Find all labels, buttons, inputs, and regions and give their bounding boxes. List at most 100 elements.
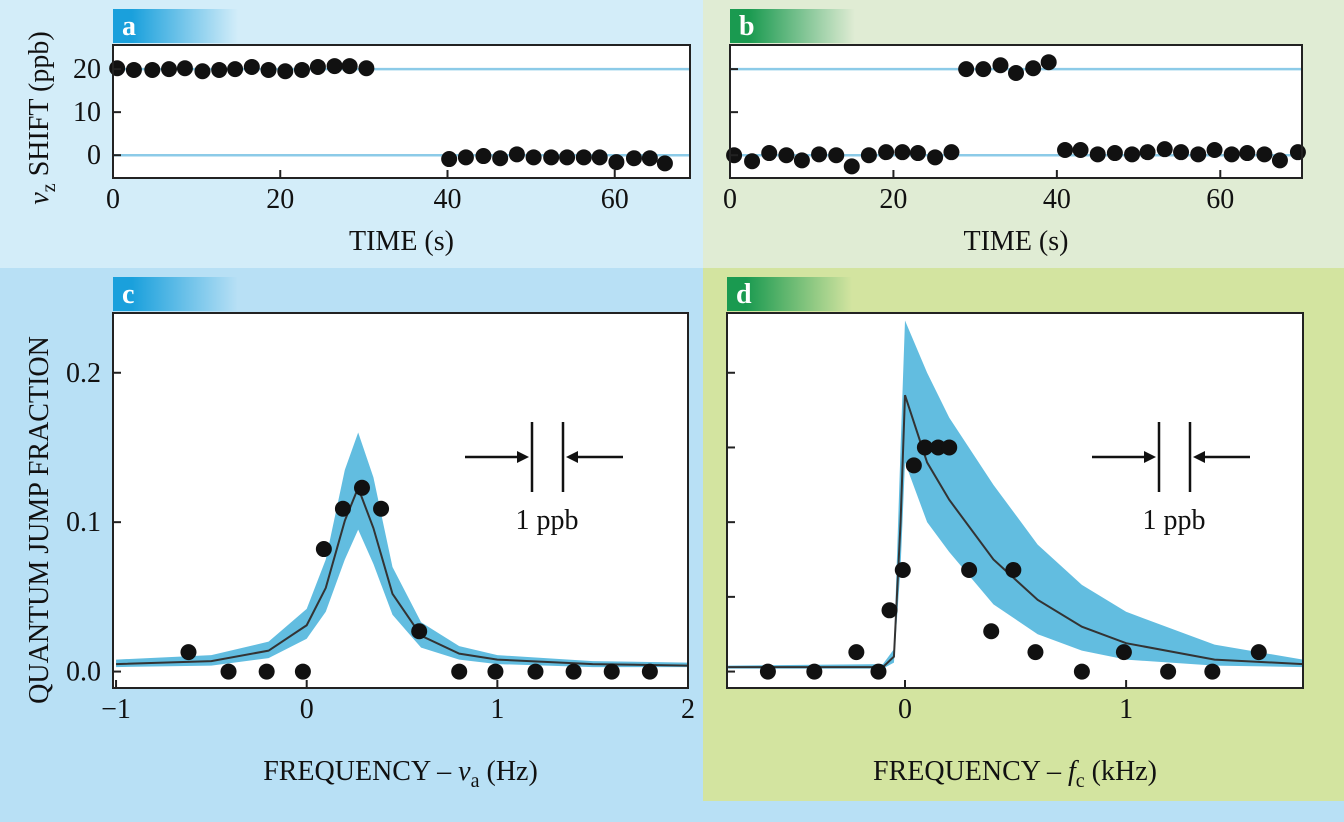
- data-point: [1173, 144, 1190, 161]
- data-point: [1005, 561, 1022, 578]
- data-point: [909, 145, 926, 162]
- data-point: [878, 144, 895, 161]
- x-axis-label: FREQUENCY – fc (kHz): [873, 756, 1157, 792]
- data-point: [180, 644, 197, 661]
- data-point: [326, 58, 343, 75]
- data-point: [1139, 144, 1156, 161]
- data-point: [641, 150, 658, 167]
- data-point: [759, 663, 776, 680]
- data-point: [1115, 644, 1132, 661]
- data-point: [315, 541, 332, 558]
- data-point: [930, 439, 947, 456]
- y-tick-label: 0: [87, 140, 101, 171]
- data-point: [543, 149, 560, 166]
- x-axis-label: TIME (s): [964, 226, 1069, 257]
- x-tick-label: 1: [1119, 694, 1133, 725]
- data-point: [487, 663, 504, 680]
- x-tick-label: 60: [1206, 184, 1234, 215]
- data-point: [958, 61, 975, 78]
- x-tick-label: 0: [300, 694, 314, 725]
- data-point: [1073, 663, 1090, 680]
- data-point: [353, 479, 370, 496]
- x-axis-label-part: FREQUENCY –: [873, 756, 1068, 787]
- data-point: [1106, 145, 1123, 162]
- x-tick-label: 20: [879, 184, 907, 215]
- data-point: [451, 663, 468, 680]
- data-point: [334, 500, 351, 517]
- data-point: [870, 663, 887, 680]
- data-point: [293, 61, 310, 78]
- data-point: [1124, 146, 1141, 163]
- y-tick-label: 0.1: [66, 507, 101, 538]
- data-point: [1072, 142, 1089, 159]
- panel-tag: [113, 9, 238, 43]
- panel-letter: b: [739, 11, 755, 42]
- data-point: [641, 663, 658, 680]
- panel-tag: [113, 277, 238, 311]
- data-point: [656, 155, 673, 172]
- data-point: [761, 145, 778, 162]
- x-tick-label: 0: [898, 694, 912, 725]
- data-point: [565, 663, 582, 680]
- data-point: [608, 154, 625, 171]
- data-point: [941, 439, 958, 456]
- data-point: [194, 63, 211, 80]
- arrow-head: [1144, 451, 1156, 463]
- data-point: [591, 149, 608, 166]
- x-axis-label-part: c: [1076, 770, 1085, 792]
- y-axis-label-part: z: [38, 183, 60, 192]
- data-point: [373, 500, 390, 517]
- data-point: [227, 61, 244, 78]
- x-tick-label: 0: [723, 184, 737, 215]
- data-point: [243, 58, 260, 75]
- data-point: [1190, 146, 1207, 163]
- data-point: [309, 58, 326, 75]
- data-point: [457, 149, 474, 166]
- panel-letter: c: [122, 279, 134, 310]
- plot-area: [113, 313, 688, 688]
- data-point: [161, 61, 178, 78]
- x-tick-label: −1: [101, 694, 131, 725]
- data-point: [176, 60, 193, 77]
- data-point: [894, 561, 911, 578]
- plot-frame: [112, 312, 689, 689]
- data-point: [1206, 142, 1223, 159]
- data-point: [1289, 144, 1306, 161]
- plot-frame: [726, 312, 1304, 689]
- x-tick-label: 40: [1043, 184, 1071, 215]
- data-point: [961, 561, 978, 578]
- data-point: [860, 147, 877, 164]
- scale-label: 1 ppb: [516, 505, 579, 536]
- data-point: [1239, 145, 1256, 162]
- data-point: [992, 57, 1009, 74]
- data-point: [575, 149, 592, 166]
- panel-letter: d: [736, 279, 752, 310]
- data-point: [277, 63, 294, 80]
- x-axis-label-part: (Hz): [480, 756, 538, 787]
- x-axis-label: TIME (s): [349, 226, 454, 257]
- x-tick-label: 1: [490, 694, 504, 725]
- data-point: [508, 146, 525, 163]
- data-point: [1223, 146, 1240, 163]
- data-point: [811, 146, 828, 163]
- data-point: [916, 439, 933, 456]
- data-point: [341, 58, 358, 75]
- y-axis-label-part: SHIFT (ppb): [24, 31, 55, 183]
- data-point: [744, 153, 761, 170]
- panel-letter: a: [122, 11, 136, 42]
- arrow-head: [1193, 451, 1205, 463]
- x-tick-label: 20: [266, 184, 294, 215]
- confidence-band: [728, 320, 1303, 669]
- x-axis-label-part: ν: [458, 756, 471, 787]
- x-axis-label: FREQUENCY – νa (Hz): [263, 756, 538, 792]
- y-axis-label: νz SHIFT (ppb): [24, 31, 60, 204]
- data-point: [793, 152, 810, 169]
- x-tick-label: 40: [433, 184, 461, 215]
- data-point: [1027, 644, 1044, 661]
- data-point: [603, 663, 620, 680]
- data-point: [144, 61, 161, 78]
- x-tick-label: 2: [681, 694, 695, 725]
- data-point: [1089, 146, 1106, 163]
